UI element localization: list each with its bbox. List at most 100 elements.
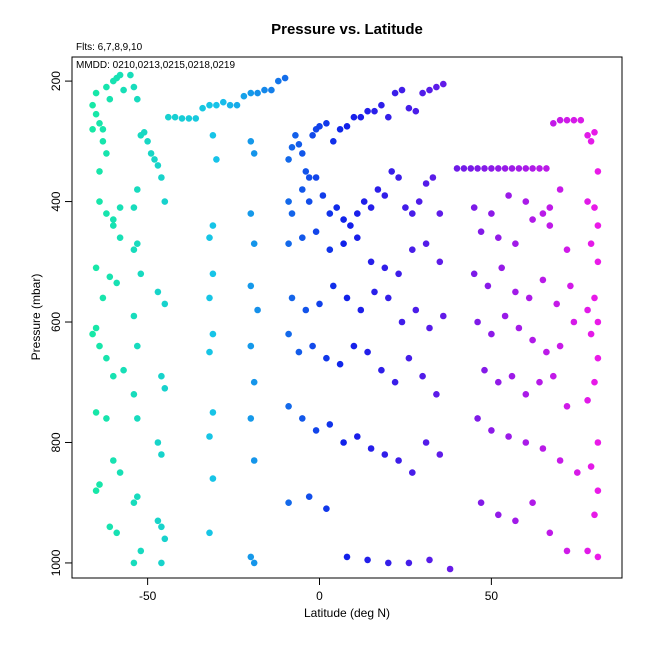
data-point	[134, 415, 141, 422]
data-point	[584, 397, 591, 404]
data-point	[481, 165, 488, 172]
data-point	[134, 95, 141, 103]
data-point	[209, 330, 217, 338]
data-point	[113, 279, 120, 287]
data-point	[529, 336, 536, 344]
data-point	[96, 342, 103, 350]
data-point	[546, 529, 554, 537]
data-point	[481, 366, 488, 374]
data-point	[106, 95, 114, 103]
data-point	[395, 457, 402, 464]
data-point	[440, 312, 447, 320]
data-point	[574, 469, 581, 476]
data-point	[116, 71, 124, 79]
data-point	[378, 366, 385, 374]
data-point	[529, 165, 536, 172]
data-point	[553, 300, 560, 308]
data-point	[350, 113, 358, 121]
data-point	[127, 71, 134, 79]
data-point	[92, 487, 100, 495]
data-point	[563, 547, 571, 555]
data-point	[419, 89, 426, 97]
data-point	[594, 553, 602, 561]
data-point	[474, 318, 481, 326]
data-point	[550, 120, 557, 127]
data-point	[254, 306, 261, 314]
data-point	[250, 378, 258, 386]
data-point	[522, 165, 530, 172]
data-point	[92, 110, 100, 118]
data-point	[347, 222, 354, 229]
data-point	[285, 240, 292, 247]
data-point	[106, 523, 114, 531]
data-point	[165, 113, 172, 121]
data-point	[350, 342, 358, 350]
data-point	[113, 529, 120, 537]
data-point	[209, 132, 217, 139]
data-point	[529, 499, 536, 507]
data-point	[302, 306, 310, 314]
data-point	[96, 198, 103, 205]
data-point	[96, 481, 103, 488]
x-axis-label: Latitude (deg N)	[304, 606, 390, 620]
data-point	[364, 348, 371, 356]
data-point	[268, 86, 275, 94]
data-point	[584, 547, 591, 555]
data-point	[178, 115, 186, 122]
data-point	[505, 433, 512, 440]
data-point	[309, 342, 316, 350]
data-point	[330, 282, 337, 290]
data-point	[484, 282, 492, 290]
data-point	[130, 83, 138, 91]
data-point	[281, 74, 289, 82]
data-point	[226, 101, 234, 109]
data-point	[199, 104, 206, 112]
data-point	[285, 499, 292, 507]
data-point	[522, 198, 530, 205]
data-point	[247, 342, 255, 350]
data-point	[422, 180, 430, 187]
data-point	[299, 186, 306, 193]
data-point	[343, 123, 351, 130]
data-point	[563, 246, 571, 253]
data-point	[312, 427, 320, 434]
data-point	[398, 86, 406, 94]
x-axis: -50 0 50	[139, 577, 498, 603]
data-point	[426, 324, 433, 332]
data-point	[536, 165, 543, 172]
data-point	[587, 138, 595, 145]
data-point	[594, 222, 602, 229]
data-point	[288, 294, 296, 302]
data-point	[116, 204, 124, 211]
data-point	[567, 282, 574, 290]
data-point	[92, 324, 100, 332]
data-point	[591, 294, 598, 302]
data-point	[110, 457, 117, 464]
data-point	[536, 378, 543, 386]
data-point	[543, 348, 550, 356]
data-point	[422, 240, 430, 247]
data-point	[96, 120, 103, 127]
data-point	[209, 409, 217, 416]
data-point	[398, 318, 406, 326]
data-point	[206, 101, 213, 109]
data-point	[546, 204, 554, 211]
data-point	[110, 216, 117, 223]
data-point	[340, 240, 347, 247]
data-point	[134, 493, 141, 501]
data-point	[154, 439, 162, 446]
data-point	[220, 98, 227, 106]
data-point	[436, 210, 444, 217]
data-point	[89, 330, 96, 338]
data-point	[130, 391, 138, 398]
data-point	[89, 126, 96, 133]
data-point	[250, 559, 258, 567]
data-point	[250, 150, 258, 157]
data-point	[154, 517, 162, 525]
data-point	[206, 234, 213, 241]
data-point	[498, 264, 506, 272]
data-point	[512, 288, 519, 296]
data-point	[357, 113, 365, 121]
data-point	[130, 559, 138, 567]
data-point	[385, 559, 392, 567]
